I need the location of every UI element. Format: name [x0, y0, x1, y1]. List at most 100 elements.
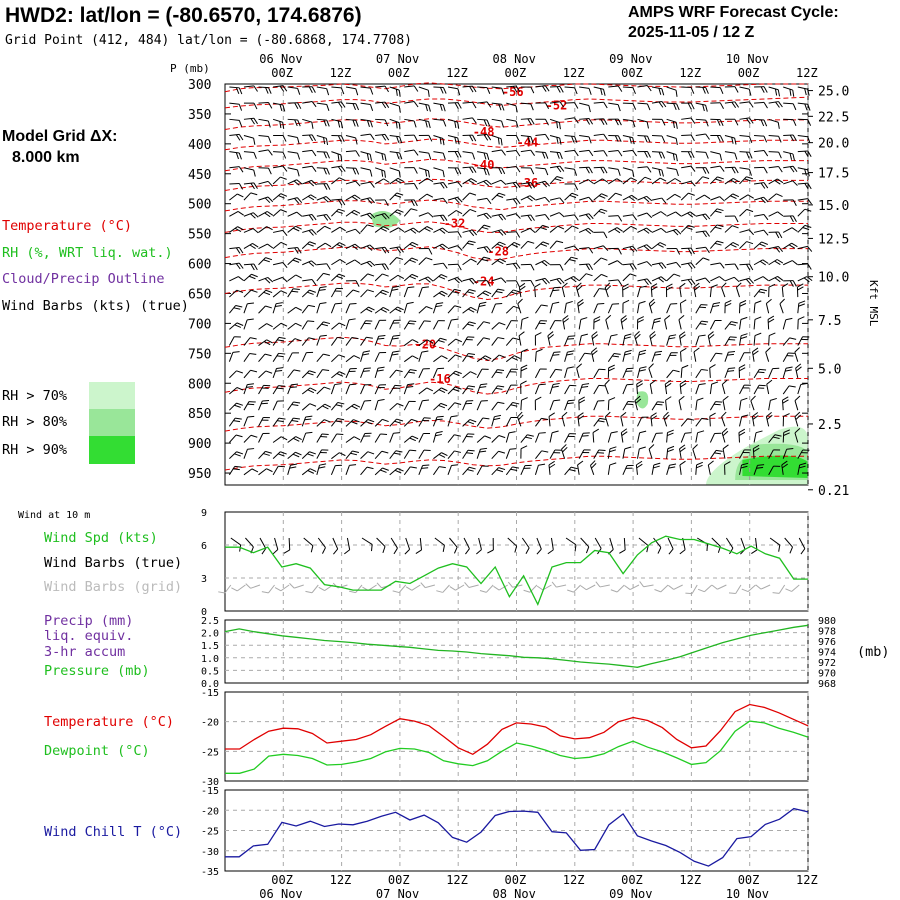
- upper-wind-barb-feather: [744, 384, 751, 386]
- upper-wind-barb-feather: [789, 337, 797, 340]
- upper-wind-barb-feather: [234, 465, 242, 468]
- upper-wind-barb-feather: [437, 367, 445, 370]
- upper-wind-barb: [794, 411, 802, 427]
- upper-wind-barb-feather: [643, 279, 649, 286]
- upper-wind-barb-feather: [609, 462, 617, 466]
- upper-wind-barb-staff: [505, 402, 514, 411]
- upper-wind-barb-staff: [433, 197, 444, 201]
- upper-wind-barb-feather: [307, 453, 314, 457]
- upper-wind-barb-staff: [301, 403, 311, 411]
- upper-wind-barb-staff: [243, 416, 249, 427]
- upper-wind-barb: [258, 432, 270, 443]
- upper-wind-barb-staff: [272, 417, 280, 427]
- upper-wind-barb: [622, 367, 634, 379]
- upper-wind-barb: [258, 384, 271, 395]
- upper-wind-barb: [680, 224, 695, 233]
- upper-wind-barb-staff: [622, 351, 626, 362]
- upper-wind-barb: [680, 364, 689, 378]
- upper-wind-barb-feather: [792, 199, 797, 207]
- upper-wind-barb-staff: [751, 416, 755, 427]
- upper-wind-barb: [724, 367, 736, 379]
- upper-wind-barb-staff: [345, 228, 356, 233]
- upper-wind-barb-feather: [598, 210, 606, 214]
- upper-wind-barb-feather: [705, 119, 709, 127]
- upper-wind-barb-staff: [345, 384, 351, 395]
- upper-wind-barb-feather: [728, 351, 736, 353]
- upper-wind-barb-feather: [698, 334, 706, 337]
- upper-wind-barb-feather: [600, 118, 605, 126]
- upper-wind-barb-staff: [360, 167, 371, 171]
- upper-wind-barb: [579, 247, 594, 254]
- upper-wind-barb-feather: [701, 417, 709, 421]
- upper-wind-barb-staff: [739, 464, 743, 475]
- upper-wind-barb-feather: [394, 384, 402, 387]
- upper-wind-barb-feather: [370, 88, 374, 95]
- upper-wind-barb-feather: [266, 468, 273, 473]
- upper-wind-barb-staff: [272, 241, 282, 249]
- upper-wind-barb-feather: [323, 214, 329, 221]
- upper-wind-barb-feather: [760, 197, 766, 204]
- upper-wind-barb-feather: [442, 197, 448, 204]
- wind10m-grid-barb: [595, 581, 610, 588]
- upper-wind-barb-staff: [447, 465, 452, 476]
- upper-wind-barb-staff: [709, 433, 716, 443]
- upper-wind-barb-feather: [365, 421, 373, 425]
- upper-wind-barb: [389, 227, 405, 233]
- upper-wind-barb-staff: [561, 287, 566, 298]
- upper-wind-barb-feather: [295, 451, 302, 456]
- upper-wind-barb: [287, 102, 302, 110]
- upper-wind-barb-feather: [803, 277, 810, 283]
- upper-wind-barb: [710, 165, 725, 172]
- upper-wind-barb-staff: [681, 86, 692, 89]
- upper-wind-barb-staff: [506, 85, 517, 88]
- upper-wind-barb-staff: [750, 400, 755, 411]
- upper-wind-barb-feather: [694, 285, 701, 291]
- upper-wind-barb-staff: [739, 117, 750, 120]
- upper-wind-barb-staff: [637, 118, 648, 123]
- upper-wind-barb-staff: [345, 134, 356, 139]
- upper-wind-barb: [243, 102, 258, 110]
- upper-wind-barb-feather: [702, 167, 707, 174]
- upper-wind-barb: [622, 225, 638, 233]
- upper-wind-barb-feather: [397, 209, 404, 213]
- wind10m-true-barb-feather: [261, 548, 267, 555]
- upper-wind-barb-feather: [743, 352, 751, 354]
- upper-wind-barb-feather: [457, 231, 462, 238]
- upper-wind-barb-staff: [272, 337, 280, 346]
- upper-wind-barb-feather: [339, 259, 346, 264]
- upper-wind-barb-staff: [561, 448, 566, 459]
- upper-wind-barb-feather: [423, 449, 431, 452]
- upper-wind-barb-staff: [229, 451, 237, 460]
- upper-wind-barb-feather: [336, 275, 343, 279]
- upper-wind-barb-feather: [336, 210, 343, 214]
- upper-wind-barb-feather: [597, 420, 605, 423]
- upper-wind-barb-feather: [776, 193, 783, 198]
- upper-wind-barb: [575, 282, 583, 298]
- upper-wind-barb: [579, 134, 592, 144]
- upper-wind-barb-feather: [806, 276, 813, 281]
- upper-wind-barb: [579, 263, 594, 271]
- upper-wind-barb-feather: [307, 243, 314, 247]
- upper-wind-barb: [754, 149, 769, 157]
- upper-wind-barb-feather: [367, 224, 374, 228]
- upper-wind-barb: [593, 231, 608, 239]
- upper-wind-barb-feather: [603, 133, 608, 141]
- upper-wind-barb: [389, 334, 400, 346]
- upper-wind-barb-feather: [649, 301, 656, 307]
- upper-wind-barb-feather: [685, 226, 693, 230]
- upper-wind-barb-staff: [360, 400, 365, 411]
- upper-wind-barb-feather: [794, 347, 800, 353]
- upper-wind-barb-feather: [307, 320, 315, 322]
- upper-wind-barb: [360, 367, 371, 379]
- upper-wind-barb-feather: [326, 104, 330, 111]
- upper-wind-barb-staff: [666, 118, 677, 123]
- upper-wind-barb-feather: [774, 88, 778, 96]
- upper-wind-barb-staff: [243, 434, 252, 443]
- upper-wind-barb-feather: [425, 104, 428, 112]
- upper-wind-barb: [272, 417, 286, 427]
- upper-wind-barb-feather: [774, 260, 781, 266]
- upper-wind-barb-feather: [511, 243, 519, 248]
- upper-wind-barb-staff: [302, 100, 313, 104]
- upper-wind-barb-feather: [650, 334, 656, 340]
- upper-wind-barb: [695, 417, 709, 427]
